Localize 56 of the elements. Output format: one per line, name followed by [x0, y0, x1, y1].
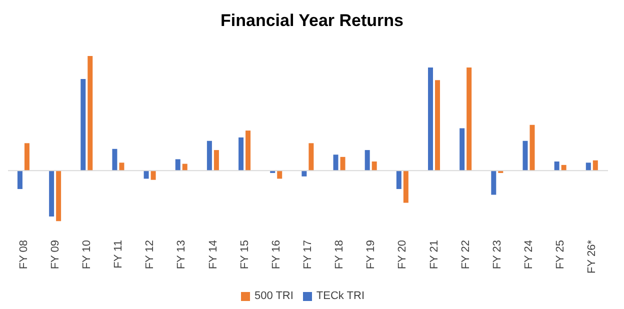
bar: [554, 162, 560, 171]
x-tick-label: FY 10: [80, 240, 93, 270]
bar: [277, 170, 282, 179]
bar: [88, 56, 93, 171]
x-tick-label: FY 18: [334, 240, 346, 270]
bar: [119, 162, 124, 171]
bar: [530, 124, 535, 171]
x-tick-label: FY 25: [554, 240, 567, 270]
bar: [112, 148, 118, 171]
bar: [592, 160, 598, 171]
x-tick-label: FY 21: [428, 240, 440, 270]
x-tick-label: FY 15: [238, 240, 251, 270]
bar: [150, 170, 156, 180]
x-tick-label: FY 22: [460, 240, 472, 270]
bar: [428, 68, 433, 171]
x-tick-label: FY 16: [270, 240, 282, 270]
bar: [24, 143, 30, 171]
bar: [56, 170, 62, 222]
x-tick-label: FY 20: [396, 240, 409, 270]
bar: [340, 156, 346, 171]
bar: [435, 80, 440, 171]
bar: [333, 154, 338, 171]
bar: [491, 170, 496, 195]
bar: [175, 159, 180, 171]
bar: [364, 150, 370, 171]
bar: [17, 170, 22, 190]
chart-title: Financial Year Returns: [220, 10, 404, 32]
x-tick-label: FY 17: [302, 240, 314, 270]
bar: [522, 140, 528, 171]
bar: [49, 170, 54, 217]
bar: [466, 68, 472, 171]
bar: [238, 137, 244, 171]
x-tick-label: FY 24: [523, 240, 536, 270]
bar: [302, 170, 307, 176]
x-tick-label: FY 23: [491, 240, 504, 270]
bar: [214, 150, 219, 171]
bar: [460, 128, 465, 171]
x-tick-label: FY 14: [207, 240, 220, 270]
x-tick-label: FY 12: [144, 240, 156, 270]
x-tick-label: FY 13: [176, 240, 188, 270]
bar: [308, 143, 314, 171]
bar: [403, 170, 408, 203]
x-tick-label: FY 09: [49, 240, 62, 270]
bar: [246, 130, 251, 171]
x-tick-label: FY 19: [365, 240, 378, 270]
bar: [206, 140, 212, 171]
bar: [144, 170, 149, 179]
bar: [372, 162, 377, 171]
bar: [586, 162, 591, 171]
x-tick-label: FY 26*: [586, 239, 598, 274]
bar: [80, 78, 86, 171]
x-tick-label: FY 11: [112, 240, 125, 268]
legend-label: TECk TRI: [316, 290, 364, 302]
legend-label: 500 TRI: [254, 290, 294, 302]
bar: [396, 170, 402, 190]
x-tick-label: FY 08: [18, 240, 30, 270]
